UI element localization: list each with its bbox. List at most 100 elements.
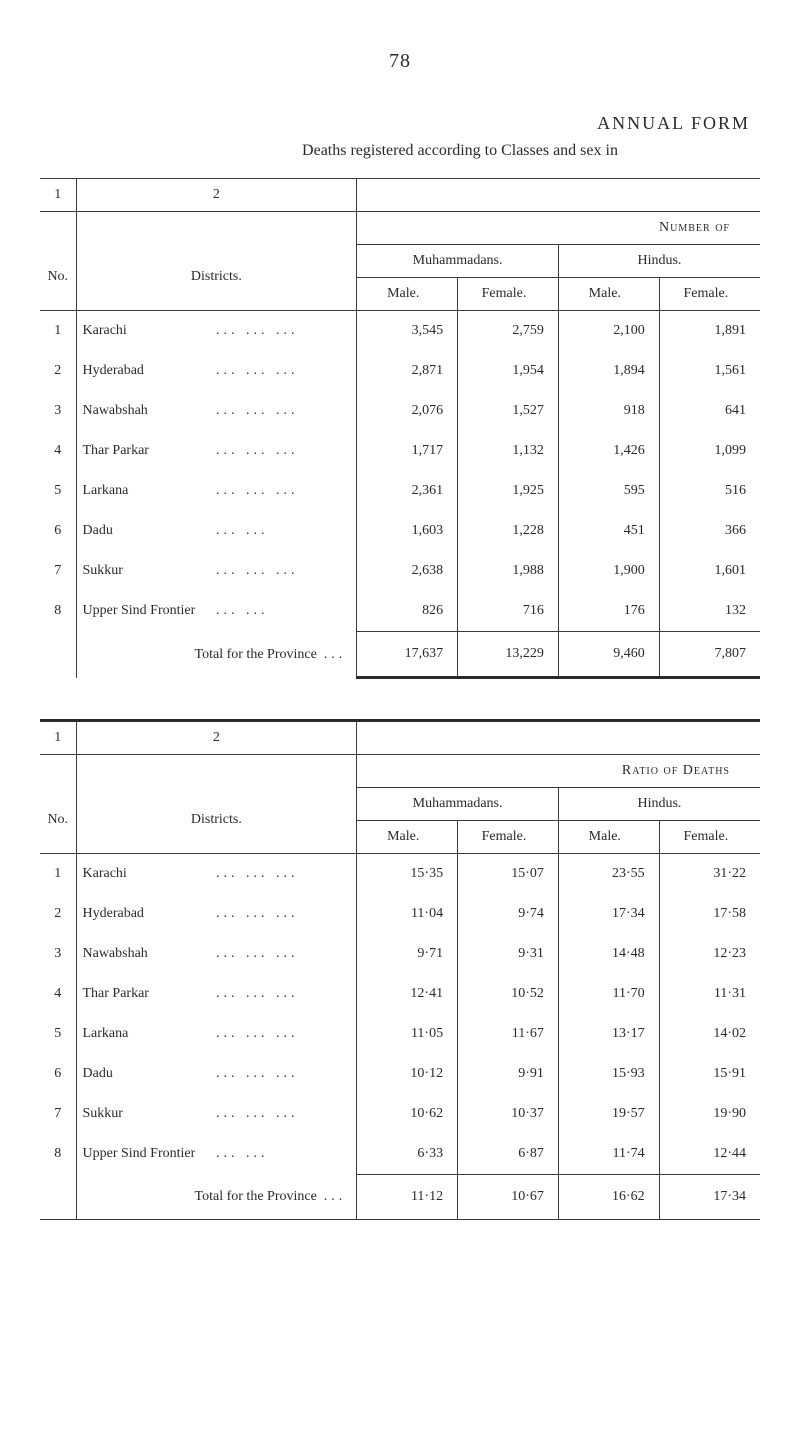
- ratio-label: Ratio of Deaths: [357, 755, 760, 788]
- row-no: 2: [40, 351, 76, 391]
- row-no: 4: [40, 974, 76, 1014]
- hindus-header-b: Hindus.: [558, 788, 760, 821]
- table-row: 2Hyderabad ... ... ...11·049·7417·3417·5…: [40, 894, 760, 934]
- female-header-2b: Female.: [659, 821, 760, 854]
- row-v4: 1,561: [659, 351, 760, 391]
- total-row-a: Total for the Province ... 17,637 13,229…: [40, 632, 760, 678]
- row-v1: 2,638: [357, 551, 458, 591]
- row-v3: 595: [558, 471, 659, 511]
- col-index-1b: 1: [40, 721, 76, 755]
- total-b-v1: 11·12: [357, 1175, 458, 1220]
- row-v1: 10·12: [357, 1054, 458, 1094]
- table-row: 2Hyderabad ... ... ...2,8711,9541,8941,5…: [40, 351, 760, 391]
- row-v1: 10·62: [357, 1094, 458, 1134]
- row-district: Hyderabad ... ... ...: [76, 894, 357, 934]
- row-v1: 15·35: [357, 854, 458, 895]
- row-no: 6: [40, 511, 76, 551]
- row-district: Karachi ... ... ...: [76, 311, 357, 352]
- row-no: 1: [40, 854, 76, 895]
- row-v3: 13·17: [558, 1014, 659, 1054]
- row-district: Sukkur ... ... ...: [76, 1094, 357, 1134]
- male-header-1: Male.: [357, 278, 458, 311]
- row-v2: 2,759: [458, 311, 559, 352]
- row-district: Nawabshah ... ... ...: [76, 391, 357, 431]
- row-v2: 1,527: [458, 391, 559, 431]
- row-v1: 6·33: [357, 1134, 458, 1175]
- row-v1: 1,717: [357, 431, 458, 471]
- row-v3: 11·70: [558, 974, 659, 1014]
- number-of-row: Number of: [40, 212, 760, 245]
- row-v4: 1,099: [659, 431, 760, 471]
- row-v3: 451: [558, 511, 659, 551]
- total-dots-b: ...: [324, 1189, 347, 1205]
- row-v2: 9·91: [458, 1054, 559, 1094]
- row-v3: 918: [558, 391, 659, 431]
- row-v2: 11·67: [458, 1014, 559, 1054]
- table-row: 5Larkana ... ... ...11·0511·6713·1714·02: [40, 1014, 760, 1054]
- row-district: Thar Parkar ... ... ...: [76, 974, 357, 1014]
- row-v1: 11·04: [357, 894, 458, 934]
- row-district: Thar Parkar ... ... ...: [76, 431, 357, 471]
- row-v1: 2,871: [357, 351, 458, 391]
- page-number: 78: [40, 50, 760, 73]
- row-v2: 716: [458, 591, 559, 632]
- total-row-b: Total for the Province ... 11·12 10·67 1…: [40, 1175, 760, 1220]
- row-v3: 11·74: [558, 1134, 659, 1175]
- deaths-number-table: 1 2 Number of No. Districts. Muhammadans…: [40, 178, 760, 679]
- muham-header-b: Muhammadans.: [357, 788, 559, 821]
- no-header-b: No.: [40, 788, 76, 854]
- total-b-v3: 16·62: [558, 1175, 659, 1220]
- row-no: 5: [40, 471, 76, 511]
- row-no: 2: [40, 894, 76, 934]
- row-v2: 10·52: [458, 974, 559, 1014]
- row-district: Hyderabad ... ... ...: [76, 351, 357, 391]
- group-header-row-b: No. Districts. Muhammadans. Hindus.: [40, 788, 760, 821]
- table-row: 7Sukkur ... ... ...10·6210·3719·5719·90: [40, 1094, 760, 1134]
- row-v4: 15·91: [659, 1054, 760, 1094]
- row-district: Upper Sind Frontier ... ...: [76, 591, 357, 632]
- row-district: Dadu ... ... ...: [76, 1054, 357, 1094]
- heading-block: ANNUAL FORM: [40, 113, 760, 134]
- row-v2: 1,228: [458, 511, 559, 551]
- row-v2: 1,132: [458, 431, 559, 471]
- row-v1: 9·71: [357, 934, 458, 974]
- table-row: 8Upper Sind Frontier ... ...826716176132: [40, 591, 760, 632]
- table-row: 6Dadu ... ... ...10·129·9115·9315·91: [40, 1054, 760, 1094]
- table-row: 3Nawabshah ... ... ...2,0761,527918641: [40, 391, 760, 431]
- total-a-v3: 9,460: [558, 632, 659, 678]
- total-b-v4: 17·34: [659, 1175, 760, 1220]
- male-header-2b: Male.: [558, 821, 659, 854]
- row-district: Larkana ... ... ...: [76, 471, 357, 511]
- row-v1: 2,076: [357, 391, 458, 431]
- col-index-1: 1: [40, 179, 76, 212]
- row-v3: 1,900: [558, 551, 659, 591]
- total-b-v2: 10·67: [458, 1175, 559, 1220]
- male-header-2: Male.: [558, 278, 659, 311]
- row-v3: 176: [558, 591, 659, 632]
- row-v4: 12·44: [659, 1134, 760, 1175]
- row-v3: 2,100: [558, 311, 659, 352]
- row-v1: 12·41: [357, 974, 458, 1014]
- row-no: 6: [40, 1054, 76, 1094]
- table-row: 5Larkana ... ... ...2,3611,925595516: [40, 471, 760, 511]
- row-v2: 1,988: [458, 551, 559, 591]
- table-row: 7Sukkur ... ... ...2,6381,9881,9001,601: [40, 551, 760, 591]
- row-no: 7: [40, 551, 76, 591]
- row-v4: 1,891: [659, 311, 760, 352]
- row-v3: 19·57: [558, 1094, 659, 1134]
- female-header-1b: Female.: [458, 821, 559, 854]
- row-v2: 9·31: [458, 934, 559, 974]
- row-v4: 14·02: [659, 1014, 760, 1054]
- col-index-2b: 2: [76, 721, 357, 755]
- total-a-v2: 13,229: [458, 632, 559, 678]
- table-row: 4Thar Parkar ... ... ...1,7171,1321,4261…: [40, 431, 760, 471]
- row-v4: 31·22: [659, 854, 760, 895]
- row-v3: 1,894: [558, 351, 659, 391]
- total-label-a: Total for the Province: [195, 647, 317, 662]
- muham-header: Muhammadans.: [357, 245, 559, 278]
- table-row: 3Nawabshah ... ... ...9·719·3114·4812·23: [40, 934, 760, 974]
- group-header-row: No. Districts. Muhammadans. Hindus.: [40, 245, 760, 278]
- row-v2: 15·07: [458, 854, 559, 895]
- row-no: 8: [40, 591, 76, 632]
- hindus-header: Hindus.: [558, 245, 760, 278]
